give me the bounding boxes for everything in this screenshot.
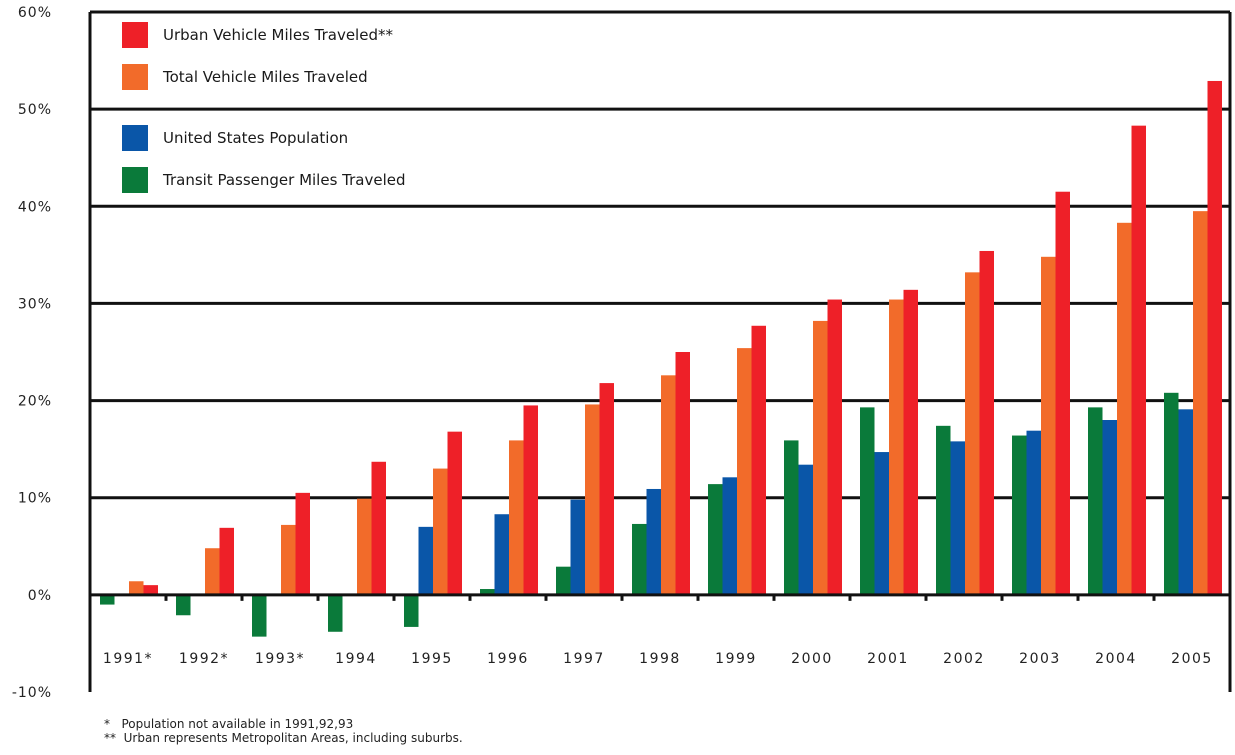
- axes: [88, 12, 1232, 692]
- bar-total-vehicle-miles-traveled-1996: [509, 440, 524, 595]
- bar-transit-passenger-miles-traveled-1991: [100, 594, 115, 605]
- legend-label-transit-pmt: Transit Passenger Miles Traveled: [163, 171, 406, 189]
- bar-united-states-population-2000: [798, 464, 813, 595]
- x-tick-label: 2005: [1171, 651, 1213, 667]
- x-tick-label: 1997: [563, 651, 605, 667]
- x-tick-label: 1999: [715, 651, 757, 667]
- bar-total-vehicle-miles-traveled-1995: [433, 468, 448, 595]
- x-tick-label: 2004: [1095, 651, 1137, 667]
- x-tick-label: 1996: [487, 651, 529, 667]
- x-tick-label: 2002: [943, 651, 985, 667]
- bar-total-vehicle-miles-traveled-1997: [585, 404, 600, 595]
- legend-item-total-vmt: Total Vehicle Miles Traveled: [122, 64, 542, 92]
- bar-urban-vehicle-miles-traveled-2004: [1131, 125, 1146, 595]
- x-tick-labels: 1991* 1992* 1993* 1994 1995 1996 1997 1998 1999 2…: [103, 651, 1213, 667]
- y-tick-label: 30%: [18, 296, 52, 312]
- x-tick-label: 2000: [791, 651, 833, 667]
- y-tick-label: 50%: [18, 102, 52, 118]
- y-tick-labels: 60% 50% 40% 30% 20% 10% 0% -10%: [12, 5, 52, 701]
- y-tick-label: 40%: [18, 199, 52, 215]
- bar-urban-vehicle-miles-traveled-1996: [523, 405, 538, 595]
- bar-transit-passenger-miles-traveled-1992: [176, 594, 191, 616]
- bar-urban-vehicle-miles-traveled-1995: [447, 431, 462, 595]
- bar-transit-passenger-miles-traveled-2002: [936, 425, 951, 595]
- bar-transit-passenger-miles-traveled-1998: [632, 523, 647, 595]
- bar-united-states-population-2005: [1178, 409, 1193, 595]
- bar-urban-vehicle-miles-traveled-1997: [599, 383, 614, 595]
- bar-total-vehicle-miles-traveled-2001: [889, 299, 904, 595]
- bar-united-states-population-2001: [874, 452, 889, 595]
- legend-item-urban-vmt: Urban Vehicle Miles Traveled**: [122, 22, 542, 50]
- bar-united-states-population-2002: [950, 441, 965, 595]
- bar-united-states-population-1999: [722, 477, 737, 595]
- bar-transit-passenger-miles-traveled-1994: [328, 594, 343, 632]
- bar-total-vehicle-miles-traveled-1991: [129, 581, 144, 595]
- legend-label-total-vmt: Total Vehicle Miles Traveled: [163, 68, 368, 86]
- bar-transit-passenger-miles-traveled-1996: [480, 589, 495, 595]
- bar-transit-passenger-miles-traveled-1999: [708, 484, 723, 595]
- legend-item-us-population: United States Population: [122, 125, 542, 153]
- bar-total-vehicle-miles-traveled-2003: [1041, 256, 1056, 595]
- x-tick-label: 1994: [335, 651, 377, 667]
- bar-total-vehicle-miles-traveled-1993: [281, 524, 296, 595]
- footnotes: * Population not available in 1991,92,93…: [104, 717, 463, 745]
- bar-united-states-population-1995: [418, 526, 433, 595]
- bar-total-vehicle-miles-traveled-2004: [1117, 222, 1132, 595]
- y-tick-label: 10%: [18, 491, 52, 507]
- bar-urban-vehicle-miles-traveled-1994: [371, 461, 386, 595]
- x-tick-label: 2003: [1019, 651, 1061, 667]
- x-tick-label: 1995: [411, 651, 453, 667]
- bar-urban-vehicle-miles-traveled-2001: [903, 289, 918, 595]
- legend-swatch-transit-pmt: [122, 167, 148, 193]
- bar-transit-passenger-miles-traveled-2004: [1088, 407, 1103, 595]
- bar-total-vehicle-miles-traveled-1994: [357, 498, 372, 595]
- y-tick-label: -10%: [12, 685, 52, 701]
- bar-united-states-population-2003: [1026, 430, 1041, 595]
- bar-transit-passenger-miles-traveled-2000: [784, 440, 799, 595]
- bar-urban-vehicle-miles-traveled-2005: [1207, 80, 1222, 595]
- legend-item-transit-pmt: Transit Passenger Miles Traveled: [122, 167, 542, 195]
- legend-swatch-us-population: [122, 125, 148, 151]
- bar-total-vehicle-miles-traveled-2000: [813, 320, 828, 595]
- bar-urban-vehicle-miles-traveled-2002: [979, 250, 994, 595]
- bar-total-vehicle-miles-traveled-1998: [661, 375, 676, 595]
- x-tick-label: 1998: [639, 651, 681, 667]
- bar-urban-vehicle-miles-traveled-1999: [751, 325, 766, 595]
- bar-urban-vehicle-miles-traveled-2000: [827, 299, 842, 595]
- bar-transit-passenger-miles-traveled-2005: [1164, 392, 1179, 595]
- bar-urban-vehicle-miles-traveled-2003: [1055, 191, 1070, 595]
- bar-urban-vehicle-miles-traveled-1992: [219, 527, 234, 595]
- bar-united-states-population-1998: [646, 488, 661, 595]
- bar-urban-vehicle-miles-traveled-1993: [295, 492, 310, 595]
- bar-transit-passenger-miles-traveled-1993: [252, 594, 267, 637]
- bar-transit-passenger-miles-traveled-2003: [1012, 435, 1027, 595]
- y-tick-label: 20%: [18, 394, 52, 410]
- bar-urban-vehicle-miles-traveled-1991: [143, 585, 158, 595]
- bar-united-states-population-2004: [1102, 420, 1117, 595]
- bar-total-vehicle-miles-traveled-2005: [1193, 211, 1208, 595]
- x-tick-label: 1992*: [179, 651, 229, 667]
- bar-total-vehicle-miles-traveled-1999: [737, 348, 752, 595]
- x-tick-label: 1993*: [255, 651, 305, 667]
- bar-united-states-population-1997: [570, 499, 585, 595]
- y-tick-label: 60%: [18, 5, 52, 21]
- bar-total-vehicle-miles-traveled-1992: [205, 548, 220, 595]
- legend-label-urban-vmt: Urban Vehicle Miles Traveled**: [163, 26, 393, 44]
- legend-swatch-urban-vmt: [122, 22, 148, 48]
- footnote-urban: ** Urban represents Metropolitan Areas, …: [104, 731, 463, 745]
- legend-label-us-population: United States Population: [163, 129, 349, 147]
- bar-transit-passenger-miles-traveled-1997: [556, 566, 571, 595]
- bar-transit-passenger-miles-traveled-1995: [404, 594, 419, 627]
- bar-urban-vehicle-miles-traveled-1998: [675, 352, 690, 595]
- bar-united-states-population-1996: [494, 514, 509, 595]
- x-tick-label: 1991*: [103, 651, 153, 667]
- x-tick-label: 2001: [867, 651, 909, 667]
- bars: [100, 80, 1222, 637]
- footnote-population: * Population not available in 1991,92,93: [104, 717, 354, 731]
- legend-swatch-total-vmt: [122, 64, 148, 90]
- y-tick-label: 0%: [28, 588, 52, 604]
- bar-transit-passenger-miles-traveled-2001: [860, 407, 875, 595]
- bar-total-vehicle-miles-traveled-2002: [965, 272, 980, 595]
